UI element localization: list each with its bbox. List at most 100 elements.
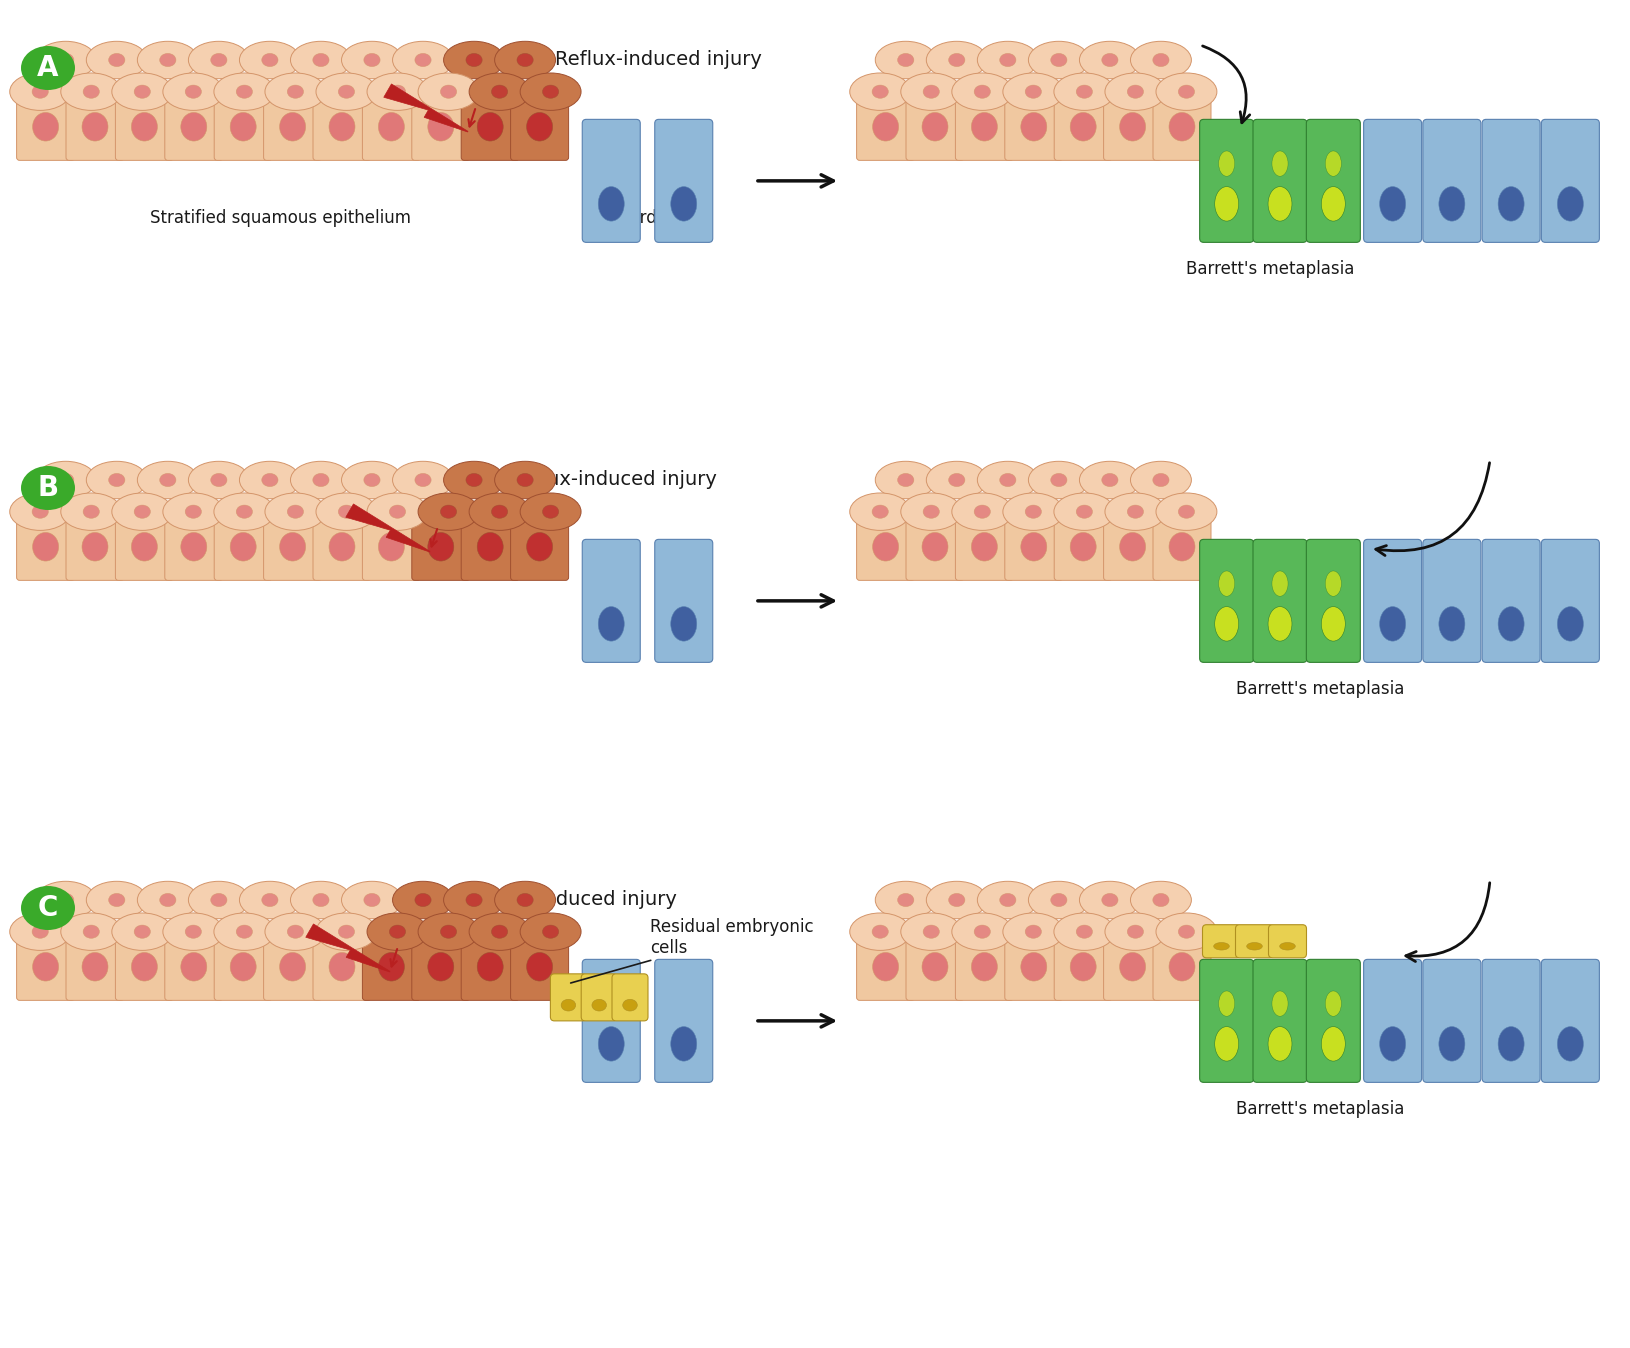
Ellipse shape — [1219, 991, 1234, 1016]
Ellipse shape — [1120, 112, 1146, 142]
FancyBboxPatch shape — [116, 86, 173, 160]
FancyBboxPatch shape — [16, 86, 75, 160]
Ellipse shape — [1079, 42, 1141, 78]
Ellipse shape — [280, 112, 305, 142]
Ellipse shape — [1325, 572, 1341, 596]
Ellipse shape — [1105, 73, 1165, 111]
Ellipse shape — [86, 882, 147, 919]
FancyBboxPatch shape — [857, 507, 914, 581]
FancyBboxPatch shape — [1152, 926, 1211, 1000]
Ellipse shape — [1439, 186, 1465, 221]
Ellipse shape — [1128, 925, 1144, 938]
Ellipse shape — [266, 913, 326, 950]
Ellipse shape — [313, 54, 329, 66]
Ellipse shape — [21, 886, 75, 930]
Ellipse shape — [1214, 186, 1239, 221]
Ellipse shape — [290, 42, 352, 78]
Ellipse shape — [262, 894, 279, 907]
Ellipse shape — [1029, 42, 1089, 78]
Ellipse shape — [1055, 73, 1115, 111]
Ellipse shape — [466, 894, 482, 907]
Ellipse shape — [849, 73, 911, 111]
FancyBboxPatch shape — [1423, 960, 1482, 1082]
Ellipse shape — [926, 461, 988, 499]
Ellipse shape — [163, 73, 223, 111]
FancyBboxPatch shape — [1306, 539, 1361, 662]
FancyBboxPatch shape — [313, 86, 372, 160]
Ellipse shape — [427, 532, 453, 561]
Ellipse shape — [1102, 473, 1118, 487]
Ellipse shape — [287, 85, 303, 98]
FancyBboxPatch shape — [1364, 120, 1421, 243]
Ellipse shape — [1214, 607, 1239, 642]
Ellipse shape — [1071, 953, 1097, 981]
FancyBboxPatch shape — [1542, 539, 1599, 662]
Ellipse shape — [10, 913, 70, 950]
FancyBboxPatch shape — [857, 926, 914, 1000]
Ellipse shape — [1247, 942, 1262, 950]
Ellipse shape — [21, 46, 75, 90]
Ellipse shape — [494, 461, 556, 499]
Ellipse shape — [137, 461, 199, 499]
Ellipse shape — [1079, 882, 1141, 919]
Ellipse shape — [83, 925, 99, 938]
Ellipse shape — [82, 112, 108, 142]
Ellipse shape — [1219, 151, 1234, 177]
Ellipse shape — [367, 913, 429, 950]
Ellipse shape — [923, 85, 939, 98]
Ellipse shape — [469, 913, 530, 950]
Ellipse shape — [1156, 493, 1218, 530]
FancyBboxPatch shape — [1004, 507, 1063, 581]
Ellipse shape — [427, 112, 453, 142]
Ellipse shape — [378, 532, 404, 561]
Ellipse shape — [520, 73, 580, 111]
Ellipse shape — [112, 913, 173, 950]
Ellipse shape — [1071, 532, 1097, 561]
Text: C: C — [37, 894, 59, 922]
FancyBboxPatch shape — [1055, 86, 1112, 160]
Ellipse shape — [378, 112, 404, 142]
Text: Reflux-induced injury: Reflux-induced injury — [554, 50, 761, 69]
Ellipse shape — [849, 913, 911, 950]
Ellipse shape — [1169, 532, 1195, 561]
Ellipse shape — [875, 882, 936, 919]
Ellipse shape — [367, 73, 429, 111]
Ellipse shape — [1020, 112, 1046, 142]
Ellipse shape — [313, 894, 329, 907]
Ellipse shape — [230, 953, 256, 981]
Ellipse shape — [1076, 506, 1092, 518]
FancyBboxPatch shape — [955, 86, 1014, 160]
Ellipse shape — [975, 85, 991, 98]
Ellipse shape — [1557, 607, 1583, 642]
FancyBboxPatch shape — [955, 926, 1014, 1000]
FancyBboxPatch shape — [1364, 960, 1421, 1082]
Ellipse shape — [181, 112, 207, 142]
Ellipse shape — [672, 607, 696, 642]
FancyBboxPatch shape — [1104, 926, 1162, 1000]
FancyBboxPatch shape — [582, 973, 618, 1020]
FancyBboxPatch shape — [1542, 120, 1599, 243]
FancyBboxPatch shape — [65, 507, 124, 581]
Ellipse shape — [1055, 493, 1115, 530]
Ellipse shape — [526, 953, 553, 981]
Ellipse shape — [494, 42, 556, 78]
Ellipse shape — [1379, 1027, 1405, 1061]
Ellipse shape — [440, 925, 456, 938]
Ellipse shape — [1271, 991, 1288, 1016]
Ellipse shape — [416, 473, 430, 487]
Ellipse shape — [186, 506, 202, 518]
Ellipse shape — [598, 186, 624, 221]
Ellipse shape — [517, 54, 533, 66]
Ellipse shape — [978, 882, 1038, 919]
Ellipse shape — [280, 953, 305, 981]
Ellipse shape — [1325, 151, 1341, 177]
Polygon shape — [383, 84, 468, 132]
Ellipse shape — [898, 473, 914, 487]
Ellipse shape — [492, 925, 507, 938]
FancyBboxPatch shape — [214, 926, 272, 1000]
Ellipse shape — [189, 42, 249, 78]
Ellipse shape — [1025, 506, 1042, 518]
Ellipse shape — [1268, 1027, 1293, 1061]
Ellipse shape — [1498, 186, 1524, 221]
Ellipse shape — [290, 461, 352, 499]
